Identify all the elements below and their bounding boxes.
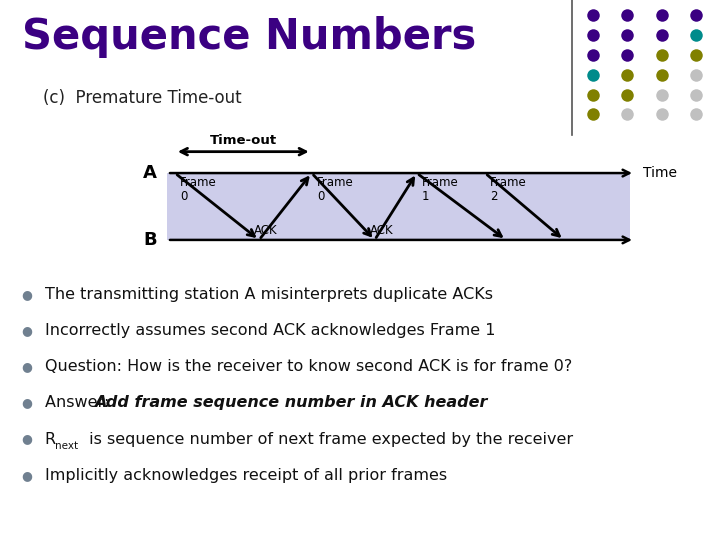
Text: Frame
0: Frame 0 xyxy=(180,176,217,202)
Text: ACK: ACK xyxy=(254,224,277,237)
Text: Question: How is the receiver to know second ACK is for frame 0?: Question: How is the receiver to know se… xyxy=(45,359,572,374)
Text: Incorrectly assumes second ACK acknowledges Frame 1: Incorrectly assumes second ACK acknowled… xyxy=(45,323,495,338)
Text: The transmitting station A misinterprets duplicate ACKs: The transmitting station A misinterprets… xyxy=(45,287,492,302)
Text: Add frame sequence number in ACK header: Add frame sequence number in ACK header xyxy=(94,395,487,410)
Text: Frame
2: Frame 2 xyxy=(490,176,527,202)
Text: Answer:: Answer: xyxy=(45,395,114,410)
Text: ●: ● xyxy=(22,360,32,373)
Text: Frame
1: Frame 1 xyxy=(422,176,459,202)
Text: Time: Time xyxy=(643,166,677,180)
Text: ACK: ACK xyxy=(369,224,393,237)
Text: is sequence number of next frame expected by the receiver: is sequence number of next frame expecte… xyxy=(84,431,573,447)
Text: Frame
0: Frame 0 xyxy=(317,176,354,202)
Text: next: next xyxy=(55,441,78,451)
Text: ●: ● xyxy=(22,324,32,337)
Text: ●: ● xyxy=(22,396,32,409)
Text: ●: ● xyxy=(22,433,32,446)
Text: R: R xyxy=(45,431,55,447)
Text: Implicitly acknowledges receipt of all prior frames: Implicitly acknowledges receipt of all p… xyxy=(45,468,447,483)
Text: Sequence Numbers: Sequence Numbers xyxy=(22,16,476,58)
Bar xyxy=(167,173,629,240)
Text: (c)  Premature Time-out: (c) Premature Time-out xyxy=(43,89,242,107)
Text: B: B xyxy=(143,231,156,249)
Text: Time-out: Time-out xyxy=(210,134,277,147)
Text: A: A xyxy=(143,164,156,182)
Text: ●: ● xyxy=(22,288,32,301)
Text: ●: ● xyxy=(22,469,32,482)
